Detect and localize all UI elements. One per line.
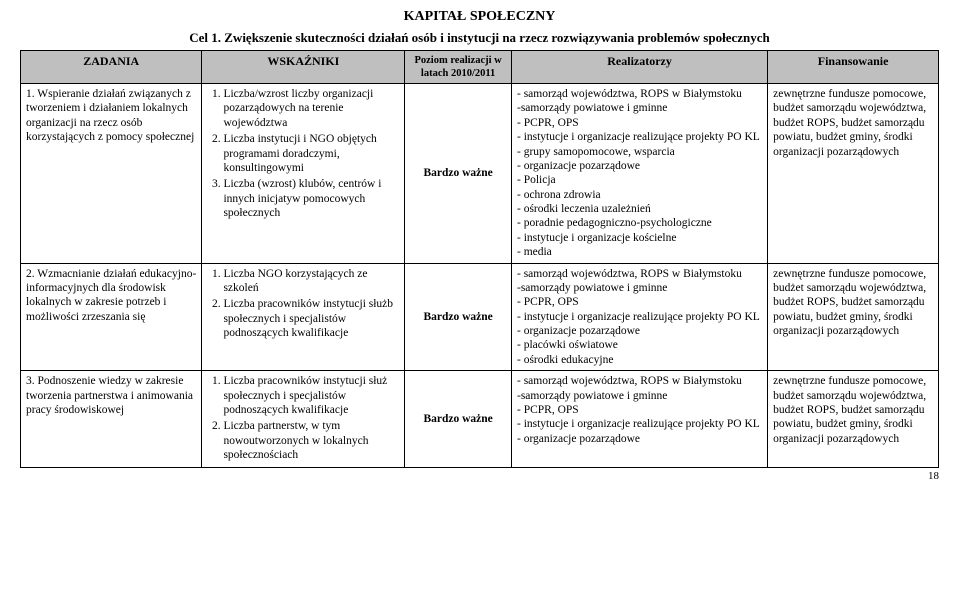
realizer-item: - PCPR, OPS	[517, 295, 762, 309]
task-cell: 1. Wspieranie działań związanych z tworz…	[21, 84, 202, 264]
task-cell: 2. Wzmacnianie działań edukacyjno-inform…	[21, 263, 202, 371]
realizer-item: - ośrodki edukacyjne	[517, 353, 762, 367]
realizer-item: - instytucje i organizacje realizujące p…	[517, 417, 762, 431]
realizers-cell: - samorząd województwa, ROPS w Białymsto…	[511, 371, 767, 468]
realizers-cell: - samorząd województwa, ROPS w Białymsto…	[511, 84, 767, 264]
realizer-item: - media	[517, 245, 762, 259]
indicator-item: Liczba NGO korzystających ze szkoleń	[223, 267, 399, 296]
indicator-item: Liczba pracowników instytucji służ społe…	[223, 374, 399, 417]
realizer-item: - organizacje pozarządowe	[517, 432, 762, 446]
realizer-item: - samorząd województwa, ROPS w Białymsto…	[517, 374, 762, 388]
realizer-item: - ochrona zdrowia	[517, 188, 762, 202]
indicators-cell: Liczba NGO korzystających ze szkoleń Lic…	[202, 263, 405, 371]
header-indicators: WSKAŹNIKI	[202, 50, 405, 83]
header-row: ZADANIA WSKAŹNIKI Poziom realizacji w la…	[21, 50, 939, 83]
indicators-cell: Liczba/wzrost liczby organizacji pozarzą…	[202, 84, 405, 264]
financing-cell: zewnętrzne fundusze pomocowe, budżet sam…	[768, 263, 939, 371]
realizers-cell: - samorząd województwa, ROPS w Białymsto…	[511, 263, 767, 371]
financing-cell: zewnętrzne fundusze pomocowe, budżet sam…	[768, 84, 939, 264]
priority-cell: Bardzo ważne	[405, 84, 512, 264]
priority-cell: Bardzo ważne	[405, 371, 512, 468]
realizer-item: - samorząd województwa, ROPS w Białymsto…	[517, 267, 762, 281]
table-row: 1. Wspieranie działań związanych z tworz…	[21, 84, 939, 264]
indicator-item: Liczba partnerstw, w tym nowoutworzonych…	[223, 419, 399, 462]
indicator-item: Liczba/wzrost liczby organizacji pozarzą…	[223, 87, 399, 130]
indicator-item: Liczba instytucji i NGO objętych program…	[223, 132, 399, 175]
doc-subtitle: Cel 1. Zwiększenie skuteczności działań …	[20, 30, 939, 46]
realizer-item: - poradnie pedagogniczno-psychologiczne	[517, 216, 762, 230]
realizer-item: - instytucje i organizacje realizujące p…	[517, 130, 762, 144]
indicator-item: Liczba (wzrost) klubów, centrów i innych…	[223, 177, 399, 220]
header-tasks: ZADANIA	[21, 50, 202, 83]
realizer-item: -samorządy powiatowe i gminne	[517, 101, 762, 115]
priority-cell: Bardzo ważne	[405, 263, 512, 371]
realizer-item: - grupy samopomocowe, wsparcia	[517, 145, 762, 159]
header-level: Poziom realizacji w latach 2010/2011	[405, 50, 512, 83]
header-financing: Finansowanie	[768, 50, 939, 83]
realizer-item: - PCPR, OPS	[517, 116, 762, 130]
indicators-cell: Liczba pracowników instytucji służ społe…	[202, 371, 405, 468]
realizer-item: - PCPR, OPS	[517, 403, 762, 417]
main-table: ZADANIA WSKAŹNIKI Poziom realizacji w la…	[20, 50, 939, 469]
realizer-item: -samorządy powiatowe i gminne	[517, 281, 762, 295]
table-row: 3. Podnoszenie wiedzy w zakresie tworzen…	[21, 371, 939, 468]
realizer-item: - instytucje i organizacje kościelne	[517, 231, 762, 245]
task-cell: 3. Podnoszenie wiedzy w zakresie tworzen…	[21, 371, 202, 468]
realizer-item: - Policja	[517, 173, 762, 187]
realizer-item: - organizacje pozarządowe	[517, 324, 762, 338]
doc-title: KAPITAŁ SPOŁECZNY	[20, 8, 939, 26]
realizer-item: - ośrodki leczenia uzależnień	[517, 202, 762, 216]
realizer-item: - placówki oświatowe	[517, 338, 762, 352]
realizer-item: - samorząd województwa, ROPS w Białymsto…	[517, 87, 762, 101]
header-realizers: Realizatorzy	[511, 50, 767, 83]
page-number: 18	[20, 470, 939, 484]
realizer-item: - organizacje pozarządowe	[517, 159, 762, 173]
realizer-item: - instytucje i organizacje realizujące p…	[517, 310, 762, 324]
indicator-item: Liczba pracowników instytucji służb społ…	[223, 297, 399, 340]
table-row: 2. Wzmacnianie działań edukacyjno-inform…	[21, 263, 939, 371]
realizer-item: -samorządy powiatowe i gminne	[517, 389, 762, 403]
financing-cell: zewnętrzne fundusze pomocowe, budżet sam…	[768, 371, 939, 468]
